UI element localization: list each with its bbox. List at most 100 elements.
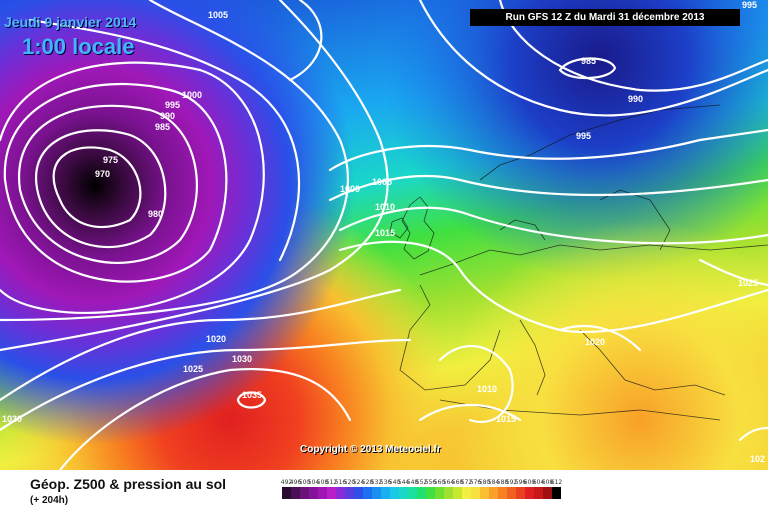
color-scale-label: 512 (325, 479, 338, 486)
coastlines (389, 104, 768, 421)
color-scale-label: 560 (433, 479, 446, 486)
isobar-label: 1000 (182, 90, 202, 100)
map-canvas: 1005 1000 995 990 985 975 970 980 995 98… (0, 0, 768, 470)
isobar-label: 1005 (208, 10, 228, 20)
color-scale-swatch (282, 487, 291, 499)
color-scale-swatch (336, 487, 345, 499)
color-scale-label: 520 (343, 479, 356, 486)
color-scale-label: 500 (298, 479, 311, 486)
color-scale-step: 576 (469, 478, 482, 499)
color-scale-swatch (552, 487, 561, 499)
color-scale-label: 556 (424, 479, 437, 486)
isobar-label: 990 (160, 111, 175, 121)
isobar-label: 1025 (738, 278, 758, 288)
color-scale-label: 504 (307, 479, 320, 486)
color-scale-swatch (543, 487, 552, 499)
color-scale-swatch (471, 487, 480, 499)
color-scale-legend: 492 496 500 504 508 512 516 520 524 528 532 536 540 5… (280, 478, 563, 499)
color-scale-label: 552 (415, 479, 428, 486)
color-scale-swatch (534, 487, 543, 499)
isobar-label: 1030 (232, 354, 252, 364)
color-scale-label: 584 (487, 479, 500, 486)
color-scale-swatch (345, 487, 354, 499)
isobar-label: 985 (581, 56, 596, 66)
color-scale-step: 560 (433, 478, 446, 499)
color-scale-swatch (444, 487, 453, 499)
color-scale-step: 612 (550, 478, 563, 499)
forecast-time-title: 1:00 locale (22, 34, 135, 59)
isobar-label: 102 (750, 454, 765, 464)
color-scale-swatch (390, 487, 399, 499)
color-scale-swatch (462, 487, 471, 499)
color-scale-label: 536 (379, 479, 392, 486)
color-scale-step: 512 (325, 478, 338, 499)
color-scale-step: 572 (460, 478, 473, 499)
isobar-label: 995 (165, 100, 180, 110)
atlantic-low-field (0, 0, 768, 470)
color-scale-label: 600 (523, 479, 536, 486)
color-scale-label: 540 (388, 479, 401, 486)
color-scale-swatch (435, 487, 444, 499)
color-scale-step: 568 (451, 478, 464, 499)
isobar-label: 995 (742, 0, 757, 10)
color-scale-swatch (516, 487, 525, 499)
color-scale-swatch (309, 487, 318, 499)
color-scale-step: 596 (514, 478, 527, 499)
color-scale-step: 552 (415, 478, 428, 499)
isobar-label: 985 (155, 122, 170, 132)
color-scale-step: 500 (298, 478, 311, 499)
isobar-label: 980 (148, 209, 163, 219)
color-scale-label: 576 (469, 479, 482, 486)
isobar-label: 1015 (496, 414, 516, 424)
color-scale-step: 580 (479, 478, 490, 499)
isobar-label: 970 (95, 169, 110, 179)
color-scale-swatch (426, 487, 435, 499)
color-scale-step: 496 (289, 478, 302, 499)
isobar-labels: 1005 1000 995 990 985 975 970 980 995 98… (2, 0, 765, 464)
color-scale-swatch (354, 487, 363, 499)
color-scale-label: 508 (316, 479, 329, 486)
color-scale-swatch (408, 487, 417, 499)
color-scale-step: 536 (379, 478, 392, 499)
isobars (0, 0, 768, 470)
color-scale-swatch (381, 487, 390, 499)
color-scale-swatch (318, 487, 327, 499)
color-scale-step: 492 (280, 478, 293, 499)
isobar-label: 1015 (375, 228, 395, 238)
color-scale-label: 524 (352, 479, 365, 486)
isobar-label: 1020 (585, 337, 605, 347)
color-scale-swatch (507, 487, 516, 499)
color-scale-swatch (372, 487, 381, 499)
color-scale-swatch (498, 487, 507, 499)
color-scale-label: 572 (460, 479, 473, 486)
color-scale-label: 544 (397, 479, 410, 486)
color-scale-step: 564 (442, 478, 455, 499)
color-scale-step: 556 (424, 478, 437, 499)
color-scale-label: 596 (514, 479, 527, 486)
color-scale-label: 548 (406, 479, 419, 486)
color-scale-step: 504 (307, 478, 320, 499)
color-scale-swatch (489, 487, 498, 499)
isobar-label: 1025 (183, 364, 203, 374)
isobar-label: 1010 (477, 384, 497, 394)
color-scale-step: 600 (523, 478, 536, 499)
color-scale-label: 612 (550, 479, 563, 486)
isobar-label: 1005 (372, 177, 392, 187)
color-scale-step: 520 (343, 478, 356, 499)
color-scale-swatch (417, 487, 426, 499)
color-scale-label: 492 (280, 479, 293, 486)
forecast-map: 1005 1000 995 990 985 975 970 980 995 98… (0, 0, 768, 470)
color-scale-step: 532 (371, 478, 382, 499)
color-scale-label: 564 (442, 479, 455, 486)
color-scale-step: 544 (397, 478, 410, 499)
isobar-label: 1030 (2, 414, 22, 424)
color-scale-label: 588 (496, 479, 509, 486)
color-scale-label: 568 (451, 479, 464, 486)
isobar-label: 995 (576, 131, 591, 141)
legend-subtitle: (+ 204h) (30, 495, 69, 506)
color-scale-step: 604 (533, 478, 544, 499)
color-scale-label: 496 (289, 479, 302, 486)
run-banner: Run GFS 12 Z du Mardi 31 décembre 2013 (470, 9, 740, 26)
isobar-label: 1010 (375, 202, 395, 212)
color-scale-step: 584 (487, 478, 500, 499)
